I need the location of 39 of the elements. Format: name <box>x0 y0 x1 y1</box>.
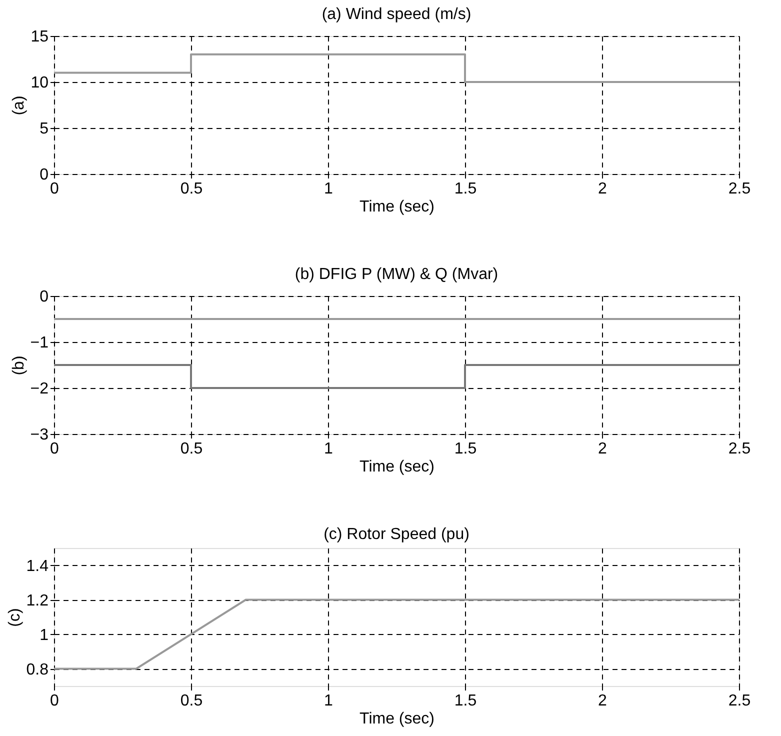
x-axis-title: Time (sec) <box>360 198 434 216</box>
x-axis-title: Time (sec) <box>360 458 434 476</box>
x-tick-label: 1 <box>324 180 334 198</box>
x-tick-label: 1.5 <box>454 692 477 710</box>
x-tick-label: 2.5 <box>728 180 751 198</box>
chart-title: (a) Wind speed (m/s) <box>322 6 472 23</box>
y-tick-label: 0 <box>40 166 49 184</box>
x-tick-label: 0.5 <box>180 440 203 458</box>
x-tick-label: 1.5 <box>454 180 477 198</box>
x-tick-label: 0.5 <box>180 180 203 198</box>
x-tick-label: 0 <box>50 440 60 458</box>
x-tick-label: 2 <box>598 180 608 198</box>
x-tick-label: 0 <box>50 692 60 710</box>
x-tick-label: 0 <box>50 180 60 198</box>
y-tick-label: 0 <box>40 288 49 306</box>
y-tick-label: 1 <box>40 626 49 644</box>
y-axis-title: (c) <box>6 608 24 627</box>
y-tick-label: 0.8 <box>26 661 49 678</box>
x-axis-title: Time (sec) <box>360 710 434 728</box>
y-tick-label: −1 <box>30 334 49 352</box>
x-tick-label: 2 <box>598 440 608 458</box>
x-tick-label: 2 <box>598 692 608 710</box>
x-tick-label: 2.5 <box>728 440 751 458</box>
y-axis-title: (b) <box>10 356 28 376</box>
chart-title: (b) DFIG P (MW) & Q (Mvar) <box>294 266 498 283</box>
x-tick-label: 2.5 <box>728 692 751 710</box>
y-tick-label: 1.2 <box>26 592 49 610</box>
y-tick-label: −2 <box>30 380 49 398</box>
y-axis-title: (a) <box>10 96 28 116</box>
y-tick-label: 10 <box>30 74 49 92</box>
y-tick-label: −3 <box>30 426 49 444</box>
y-tick-label: 5 <box>40 120 49 138</box>
x-tick-label: 1.5 <box>454 440 477 458</box>
x-tick-label: 1 <box>324 440 334 458</box>
x-tick-label: 0.5 <box>180 692 203 710</box>
chart-title: (c) Rotor Speed (pu) <box>324 526 470 543</box>
x-tick-label: 1 <box>324 692 334 710</box>
y-tick-label: 15 <box>30 28 49 46</box>
y-tick-label: 1.4 <box>26 558 49 575</box>
